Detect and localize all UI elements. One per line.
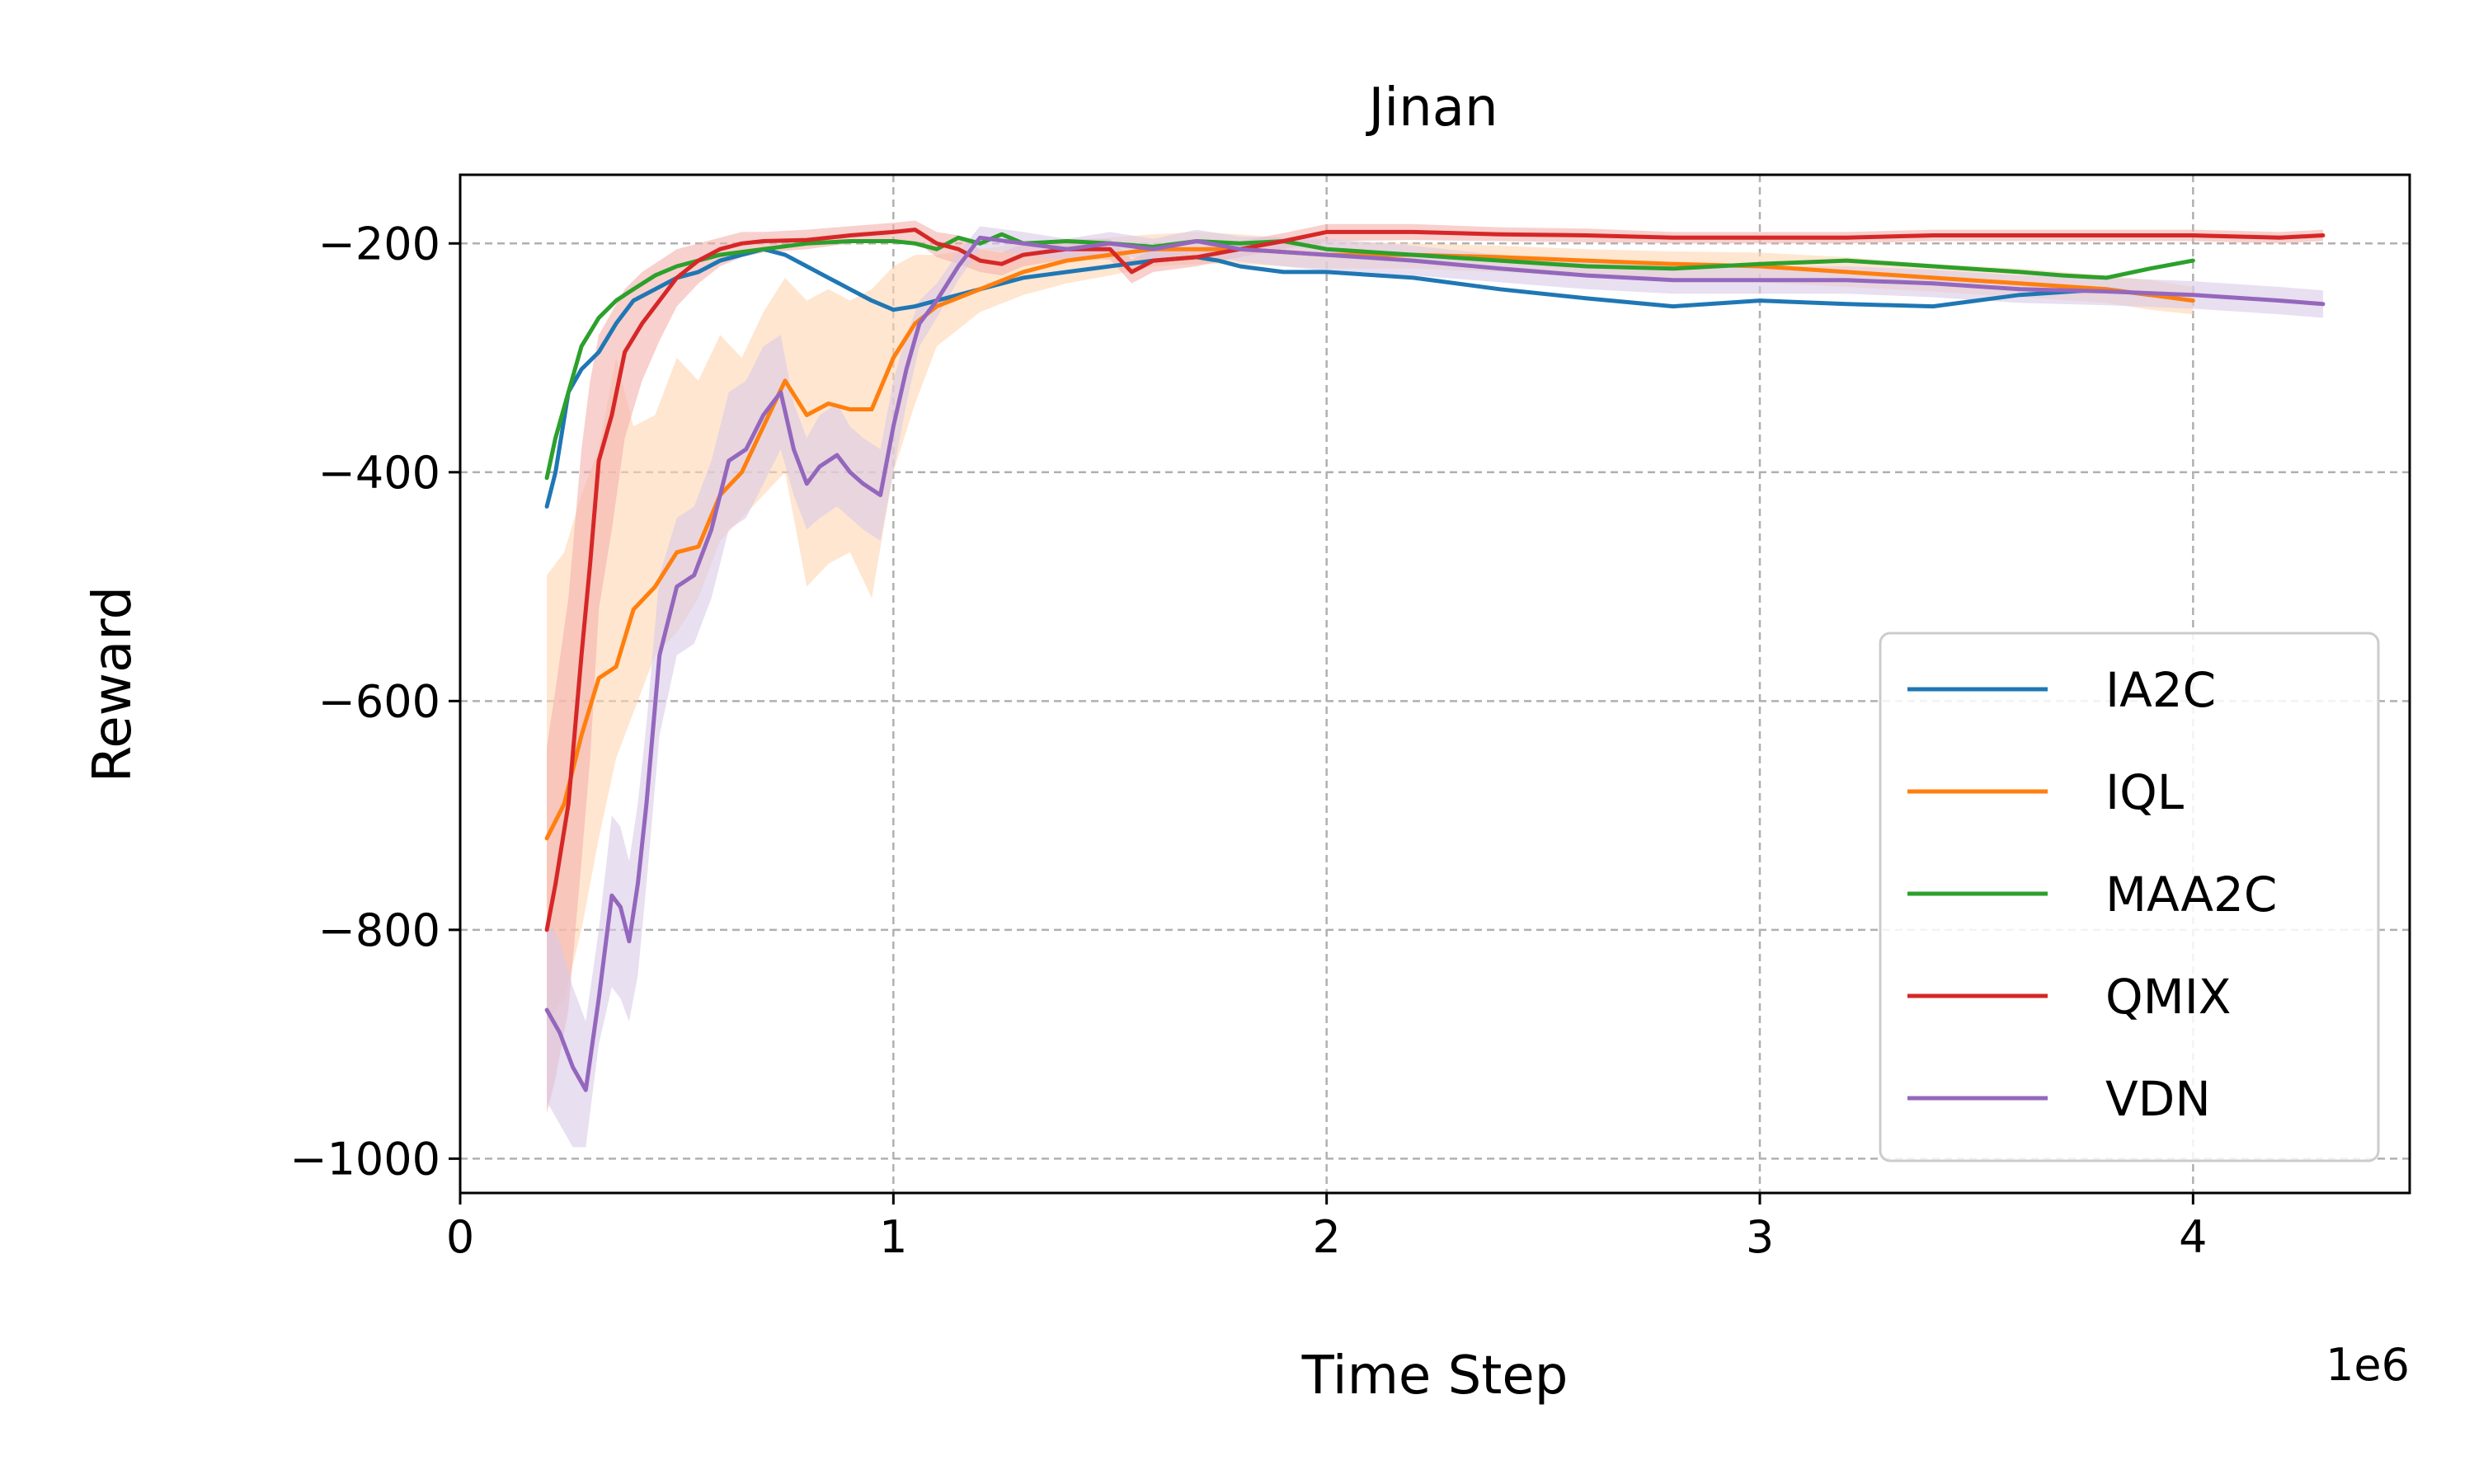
- legend: IA2C IQL MAA2C QMIX VDN: [1879, 632, 2380, 1162]
- y-tick-label: −600: [318, 675, 440, 727]
- x-tick-label: 1: [879, 1211, 907, 1263]
- legend-label-maa2c: MAA2C: [2105, 866, 2277, 923]
- y-tick-label: −200: [318, 218, 440, 270]
- y-tick-label: −400: [318, 447, 440, 499]
- legend-label-iql: IQL: [2105, 764, 2184, 820]
- series-line-qmix: [544, 228, 2326, 932]
- x-axis-label: Time Step: [1301, 1345, 1569, 1407]
- legend-label-vdn: VDN: [2105, 1071, 2211, 1127]
- y-axis-label: Reward: [82, 586, 143, 782]
- x-tick-label: 3: [1746, 1211, 1774, 1263]
- legend-label-ia2c: IA2C: [2105, 662, 2216, 718]
- x-axis-offset-text: 1e6: [2326, 1339, 2410, 1391]
- y-tick-label: −800: [318, 904, 440, 956]
- y-tick-label: −1000: [289, 1133, 440, 1185]
- x-axis-ticks: 0 1 2 3 4: [446, 1193, 2208, 1263]
- series-lines: [544, 228, 2326, 1092]
- plot-frame: [459, 173, 2411, 1195]
- y-axis-ticks: −200 −400 −600 −800 −1000: [289, 218, 460, 1185]
- x-tick-label: 4: [2179, 1211, 2207, 1263]
- legend-box: [1879, 632, 2380, 1162]
- legend-entries: IA2C IQL MAA2C QMIX VDN: [1907, 662, 2277, 1127]
- series-line-vdn: [544, 235, 2326, 1092]
- x-tick-label: 0: [446, 1211, 474, 1263]
- legend-label-qmix: QMIX: [2105, 969, 2232, 1025]
- chart-title: Jinan: [1366, 77, 1498, 139]
- x-tick-label: 2: [1312, 1211, 1340, 1263]
